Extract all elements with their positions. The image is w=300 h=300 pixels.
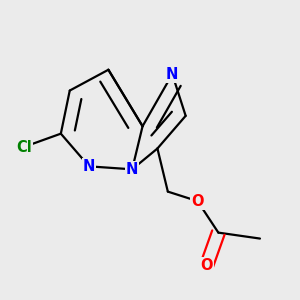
Text: N: N (83, 159, 95, 174)
Text: O: O (191, 194, 204, 208)
Text: N: N (126, 162, 138, 177)
Text: O: O (200, 258, 213, 273)
Text: Cl: Cl (16, 140, 32, 154)
Text: N: N (166, 67, 178, 82)
